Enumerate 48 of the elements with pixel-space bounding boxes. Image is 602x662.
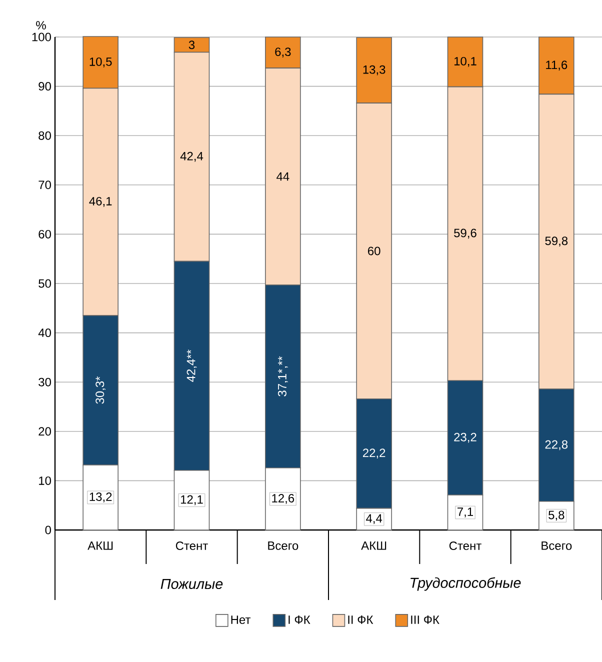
y-axis-title: % [36, 21, 46, 30]
y-tick-label: 0 [45, 526, 52, 534]
y-tick-label: 50 [38, 279, 51, 288]
y-tick-label: 70 [38, 180, 51, 190]
data-label: 12,6 [272, 494, 294, 504]
data-label: 59,6 [454, 228, 476, 239]
data-label: 6,3 [275, 48, 291, 58]
y-tick-label: 10 [39, 476, 51, 485]
data-label: 12,1 [180, 495, 203, 506]
x-tick-label: Всего [542, 542, 572, 550]
y-tick-label: 60 [38, 230, 51, 238]
data-label: 60 [368, 246, 380, 256]
y-tick-label: 20 [38, 427, 51, 436]
x-tick-label: Всего [268, 542, 298, 550]
data-label: 11,6 [546, 60, 568, 71]
data-label: 5,8 [548, 510, 564, 521]
data-label: 42,4 [180, 152, 204, 162]
y-tick-label: 40 [38, 328, 51, 338]
text: Трудоспособные [410, 577, 521, 591]
data-label: 7,1 [458, 508, 473, 518]
y-tick-label: 100 [32, 32, 51, 42]
legend-label: II ФК [348, 616, 374, 624]
data-label: 37,1*,** [278, 356, 288, 396]
legend-label: Нет [231, 616, 251, 624]
data-label: 46,1 [89, 196, 112, 207]
legend-label: I ФК [288, 616, 310, 624]
data-label: 42,4** [186, 350, 197, 382]
y-tick-label: 90 [38, 82, 51, 91]
y-tick-label: 80 [38, 131, 51, 140]
data-label: 22,8 [545, 440, 568, 450]
data-label: 30,3* [96, 376, 106, 404]
data-label: 10,5 [90, 57, 112, 68]
data-label: 4,4 [366, 514, 382, 524]
x-tick-label: АКШ [361, 542, 386, 550]
x-tick-label: АКШ [88, 542, 113, 550]
data-label: 13,3 [363, 65, 386, 76]
data-label: 3 [188, 40, 195, 50]
data-label: 22,2 [362, 448, 386, 459]
data-label: 13,2 [90, 492, 112, 502]
legend-label: III ФК [411, 616, 440, 624]
data-label: 44 [276, 172, 290, 181]
x-tick-label: Стент [449, 542, 482, 550]
data-label: 59,8 [545, 236, 568, 247]
text: Пожилые [160, 578, 223, 590]
data-label: 10,1 [454, 56, 476, 67]
x-tick-label: Стент [176, 542, 208, 550]
y-tick-label: 30 [38, 378, 51, 386]
data-label: 23,2 [454, 432, 476, 443]
